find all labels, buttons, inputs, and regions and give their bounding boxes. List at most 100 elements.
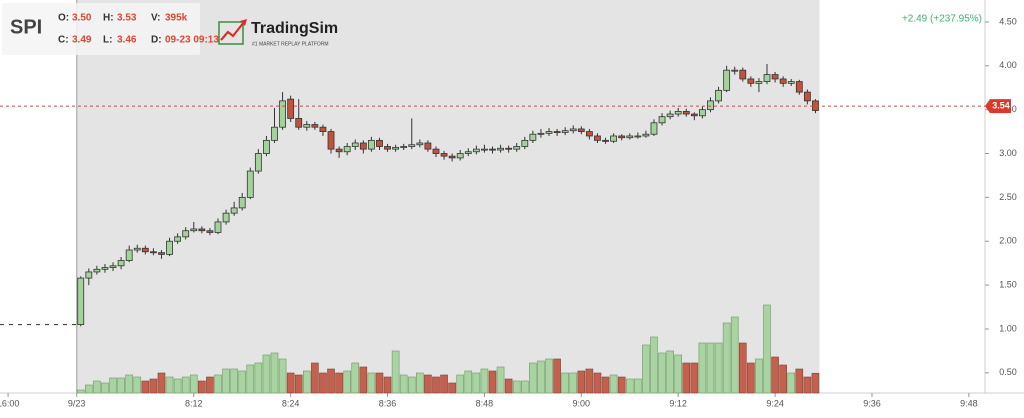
volume-bar — [399, 374, 408, 394]
volume-bar — [230, 368, 238, 394]
volume-bar — [149, 378, 158, 394]
volume-bar — [238, 370, 247, 394]
volume-bar — [311, 362, 319, 394]
logo: TradingSim #1 MARKET REPLAY PLATFORM — [218, 19, 338, 47]
volume-bar — [811, 372, 820, 394]
volume-bar — [367, 372, 376, 394]
candle-body — [763, 74, 771, 82]
volume-bar — [165, 376, 174, 394]
volume-bar — [488, 370, 497, 394]
volume-bar — [327, 368, 335, 394]
volume-bar — [682, 362, 691, 394]
candle-body — [238, 196, 246, 209]
volume-bar — [650, 336, 658, 394]
volume-bar — [504, 378, 513, 394]
candle-body — [246, 170, 254, 198]
candle-body — [376, 139, 383, 147]
candle-body — [602, 139, 609, 142]
candle-body — [182, 230, 190, 238]
logo-icon-arrow — [220, 21, 245, 41]
volume-bar — [577, 370, 586, 394]
volume-bar — [714, 342, 723, 394]
volume-bar — [181, 376, 190, 394]
last-price-tag — [985, 99, 1011, 114]
volume-bar — [755, 358, 763, 394]
volume-bar — [222, 368, 230, 394]
candle-body — [343, 146, 351, 153]
volume-bar — [779, 364, 787, 394]
candle-body — [287, 98, 295, 119]
volume-bar — [383, 376, 392, 394]
volume-bar — [545, 358, 553, 394]
change-label: +2.49 (+237.95%) — [902, 14, 982, 25]
volume-bar — [625, 378, 634, 394]
field-key: O: — [58, 13, 69, 24]
candle-body — [626, 135, 634, 139]
volume-bar — [424, 374, 432, 394]
volume-bar — [609, 374, 618, 394]
x-tick-label: 9:12 — [669, 398, 687, 408]
volume-bar — [569, 372, 578, 394]
candle-body — [400, 146, 408, 148]
candle-body — [416, 142, 424, 146]
volume-bar — [601, 376, 610, 394]
volume-bar — [189, 374, 198, 394]
volume-bar — [642, 344, 650, 394]
candle-body — [101, 267, 109, 270]
field-value: 09-23 09:13 — [165, 35, 219, 46]
candle-body — [456, 153, 464, 159]
field-key: H: — [103, 13, 114, 24]
candle-body — [779, 78, 787, 84]
candle-body — [311, 124, 319, 128]
candle-body — [658, 116, 666, 124]
volume-bar — [480, 368, 489, 394]
candle-body — [174, 236, 182, 242]
candle-body — [747, 78, 755, 84]
candle-body — [674, 111, 682, 115]
volume-bar — [246, 364, 255, 394]
candle-body — [230, 207, 238, 214]
volume-bar — [157, 372, 166, 394]
candle-body — [432, 148, 440, 154]
session-shade — [76, 0, 820, 393]
plot-area — [0, 64, 820, 394]
volume-bar — [706, 342, 715, 394]
candle-body — [577, 128, 585, 132]
volume-bar — [585, 368, 594, 394]
candle-body — [682, 111, 690, 115]
volume-bar — [617, 376, 626, 394]
candle-body — [448, 155, 456, 159]
volume-bar — [747, 362, 755, 394]
candle-body — [351, 142, 359, 147]
volume-bar — [698, 342, 707, 394]
x-tick-label: 16:00 — [0, 398, 19, 408]
volume-bar — [270, 352, 279, 394]
volume-bar — [133, 376, 142, 394]
volume-bar — [359, 366, 368, 394]
symbol: SPI — [10, 16, 42, 38]
y-tick-label: 2.00 — [999, 236, 1017, 246]
candle-body — [642, 133, 650, 137]
volume-bar — [464, 370, 473, 394]
logo-text: TradingSim — [251, 20, 338, 37]
candle-body — [384, 146, 391, 150]
y-tick-label: 0.50 — [999, 367, 1017, 377]
x-tick-label: 8:48 — [476, 398, 494, 408]
candle-body — [254, 153, 262, 172]
candle-body — [158, 252, 165, 255]
candle-body — [424, 142, 432, 150]
candle-body — [513, 146, 521, 150]
candle-body — [585, 131, 593, 137]
overlay: 3.54 +2.49 (+237.95%) SPI O: 3.50 H: 3.53 V: 395… — [0, 3, 1011, 114]
volume-bar — [674, 354, 682, 394]
volume-bar — [553, 358, 561, 394]
volume-bar — [787, 372, 796, 394]
volume-bar — [198, 380, 206, 394]
field-value: 3.46 — [117, 35, 137, 46]
candle-body — [359, 142, 367, 150]
field-value: 3.50 — [72, 13, 92, 24]
candle-body — [755, 81, 763, 84]
candle-body — [472, 148, 480, 153]
volume-bar — [456, 374, 465, 394]
